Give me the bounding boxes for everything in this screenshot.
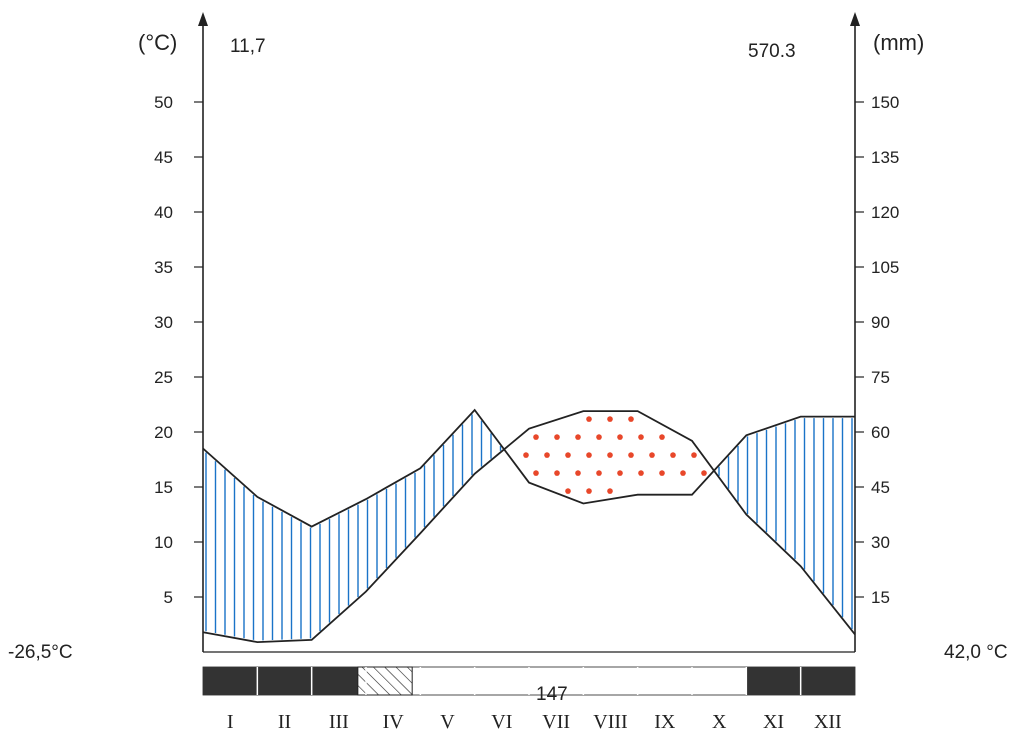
arid-dot <box>628 416 634 422</box>
arid-dot <box>533 470 539 476</box>
arid-dot <box>596 470 602 476</box>
arid-dot <box>607 488 613 494</box>
left-tick-label: 20 <box>154 423 173 442</box>
arid-dot <box>554 434 560 440</box>
right-tick-label: 120 <box>871 203 899 222</box>
arid-dot <box>617 470 623 476</box>
arid-dot <box>533 434 539 440</box>
frost-free-days-label: 147 <box>536 684 568 705</box>
arid-dot <box>649 452 655 458</box>
annual-precipitation-label: 570.3 <box>748 41 796 62</box>
arid-dot <box>575 434 581 440</box>
right-tick-label: 150 <box>871 93 899 112</box>
mean-temperature-label: 11,7 <box>230 36 266 57</box>
right-tick-label: 105 <box>871 258 899 277</box>
left-axis-unit-label: (°C) <box>138 30 177 55</box>
left-axis-arrow-icon <box>198 12 208 26</box>
left-tick-label: 25 <box>154 368 173 387</box>
right-axis <box>850 12 860 652</box>
arid-dot <box>659 434 665 440</box>
right-tick-label: 135 <box>871 148 899 167</box>
frost-certain-segment <box>203 667 358 695</box>
right-tick-label: 90 <box>871 313 890 332</box>
month-label: IX <box>654 711 676 733</box>
frost-probable-segment <box>357 666 413 696</box>
left-axis-ticks: 5 10 15 20 25 30 35 40 45 50 <box>154 93 203 607</box>
month-label: II <box>278 711 291 733</box>
left-tick-label: 35 <box>154 258 173 277</box>
month-label: XI <box>763 711 784 733</box>
absolute-min-temperature-label: -26,5°C <box>8 642 73 663</box>
arid-dot <box>638 434 644 440</box>
arid-dot <box>586 416 592 422</box>
arid-dot <box>586 452 592 458</box>
arid-dot <box>617 434 623 440</box>
left-axis <box>198 12 208 652</box>
right-axis-arrow-icon <box>850 12 860 26</box>
month-labels: I II III IV V VI VII VIII IX X XI XII <box>227 711 842 733</box>
arid-dot <box>670 452 676 458</box>
arid-dot <box>554 470 560 476</box>
month-label: III <box>329 711 349 733</box>
month-label: VII <box>542 711 570 733</box>
arid-dot <box>565 488 571 494</box>
right-tick-label: 75 <box>871 368 890 387</box>
month-label: XII <box>814 711 842 733</box>
left-tick-label: 10 <box>154 533 173 552</box>
arid-dot <box>607 416 613 422</box>
arid-dots <box>523 416 707 494</box>
arid-dot <box>680 470 686 476</box>
arid-dot <box>565 452 571 458</box>
month-label: I <box>227 711 234 733</box>
left-tick-label: 15 <box>154 478 173 497</box>
left-tick-label: 50 <box>154 93 173 112</box>
month-label: IV <box>383 711 405 733</box>
arid-dot <box>544 452 550 458</box>
left-tick-label: 40 <box>154 203 173 222</box>
arid-dot <box>596 434 602 440</box>
month-label: V <box>440 711 455 733</box>
arid-dot <box>659 470 665 476</box>
absolute-max-temperature-label: 42,0 °C <box>944 642 1008 663</box>
temperature-curve <box>202 410 856 644</box>
arid-dot <box>638 470 644 476</box>
arid-dot <box>575 470 581 476</box>
arid-dot <box>586 488 592 494</box>
arid-dot <box>628 452 634 458</box>
right-tick-label: 15 <box>871 588 890 607</box>
right-axis-unit-label: (mm) <box>873 30 924 55</box>
month-ticks <box>256 667 802 695</box>
month-label: X <box>712 711 727 733</box>
left-tick-label: 30 <box>154 313 173 332</box>
right-axis-ticks: 15 30 45 60 75 90 105 120 135 150 <box>855 93 899 607</box>
arid-dot <box>607 452 613 458</box>
arid-dot <box>701 470 707 476</box>
left-tick-label: 45 <box>154 148 173 167</box>
right-tick-label: 30 <box>871 533 890 552</box>
month-label: VIII <box>593 711 627 733</box>
month-label: VI <box>491 711 512 733</box>
arid-dot <box>523 452 529 458</box>
right-tick-label: 45 <box>871 478 890 497</box>
humid-hatching <box>205 414 853 641</box>
arid-dot <box>691 452 697 458</box>
precipitation-curve <box>202 408 855 528</box>
right-tick-label: 60 <box>871 423 890 442</box>
left-tick-label: 5 <box>164 588 173 607</box>
